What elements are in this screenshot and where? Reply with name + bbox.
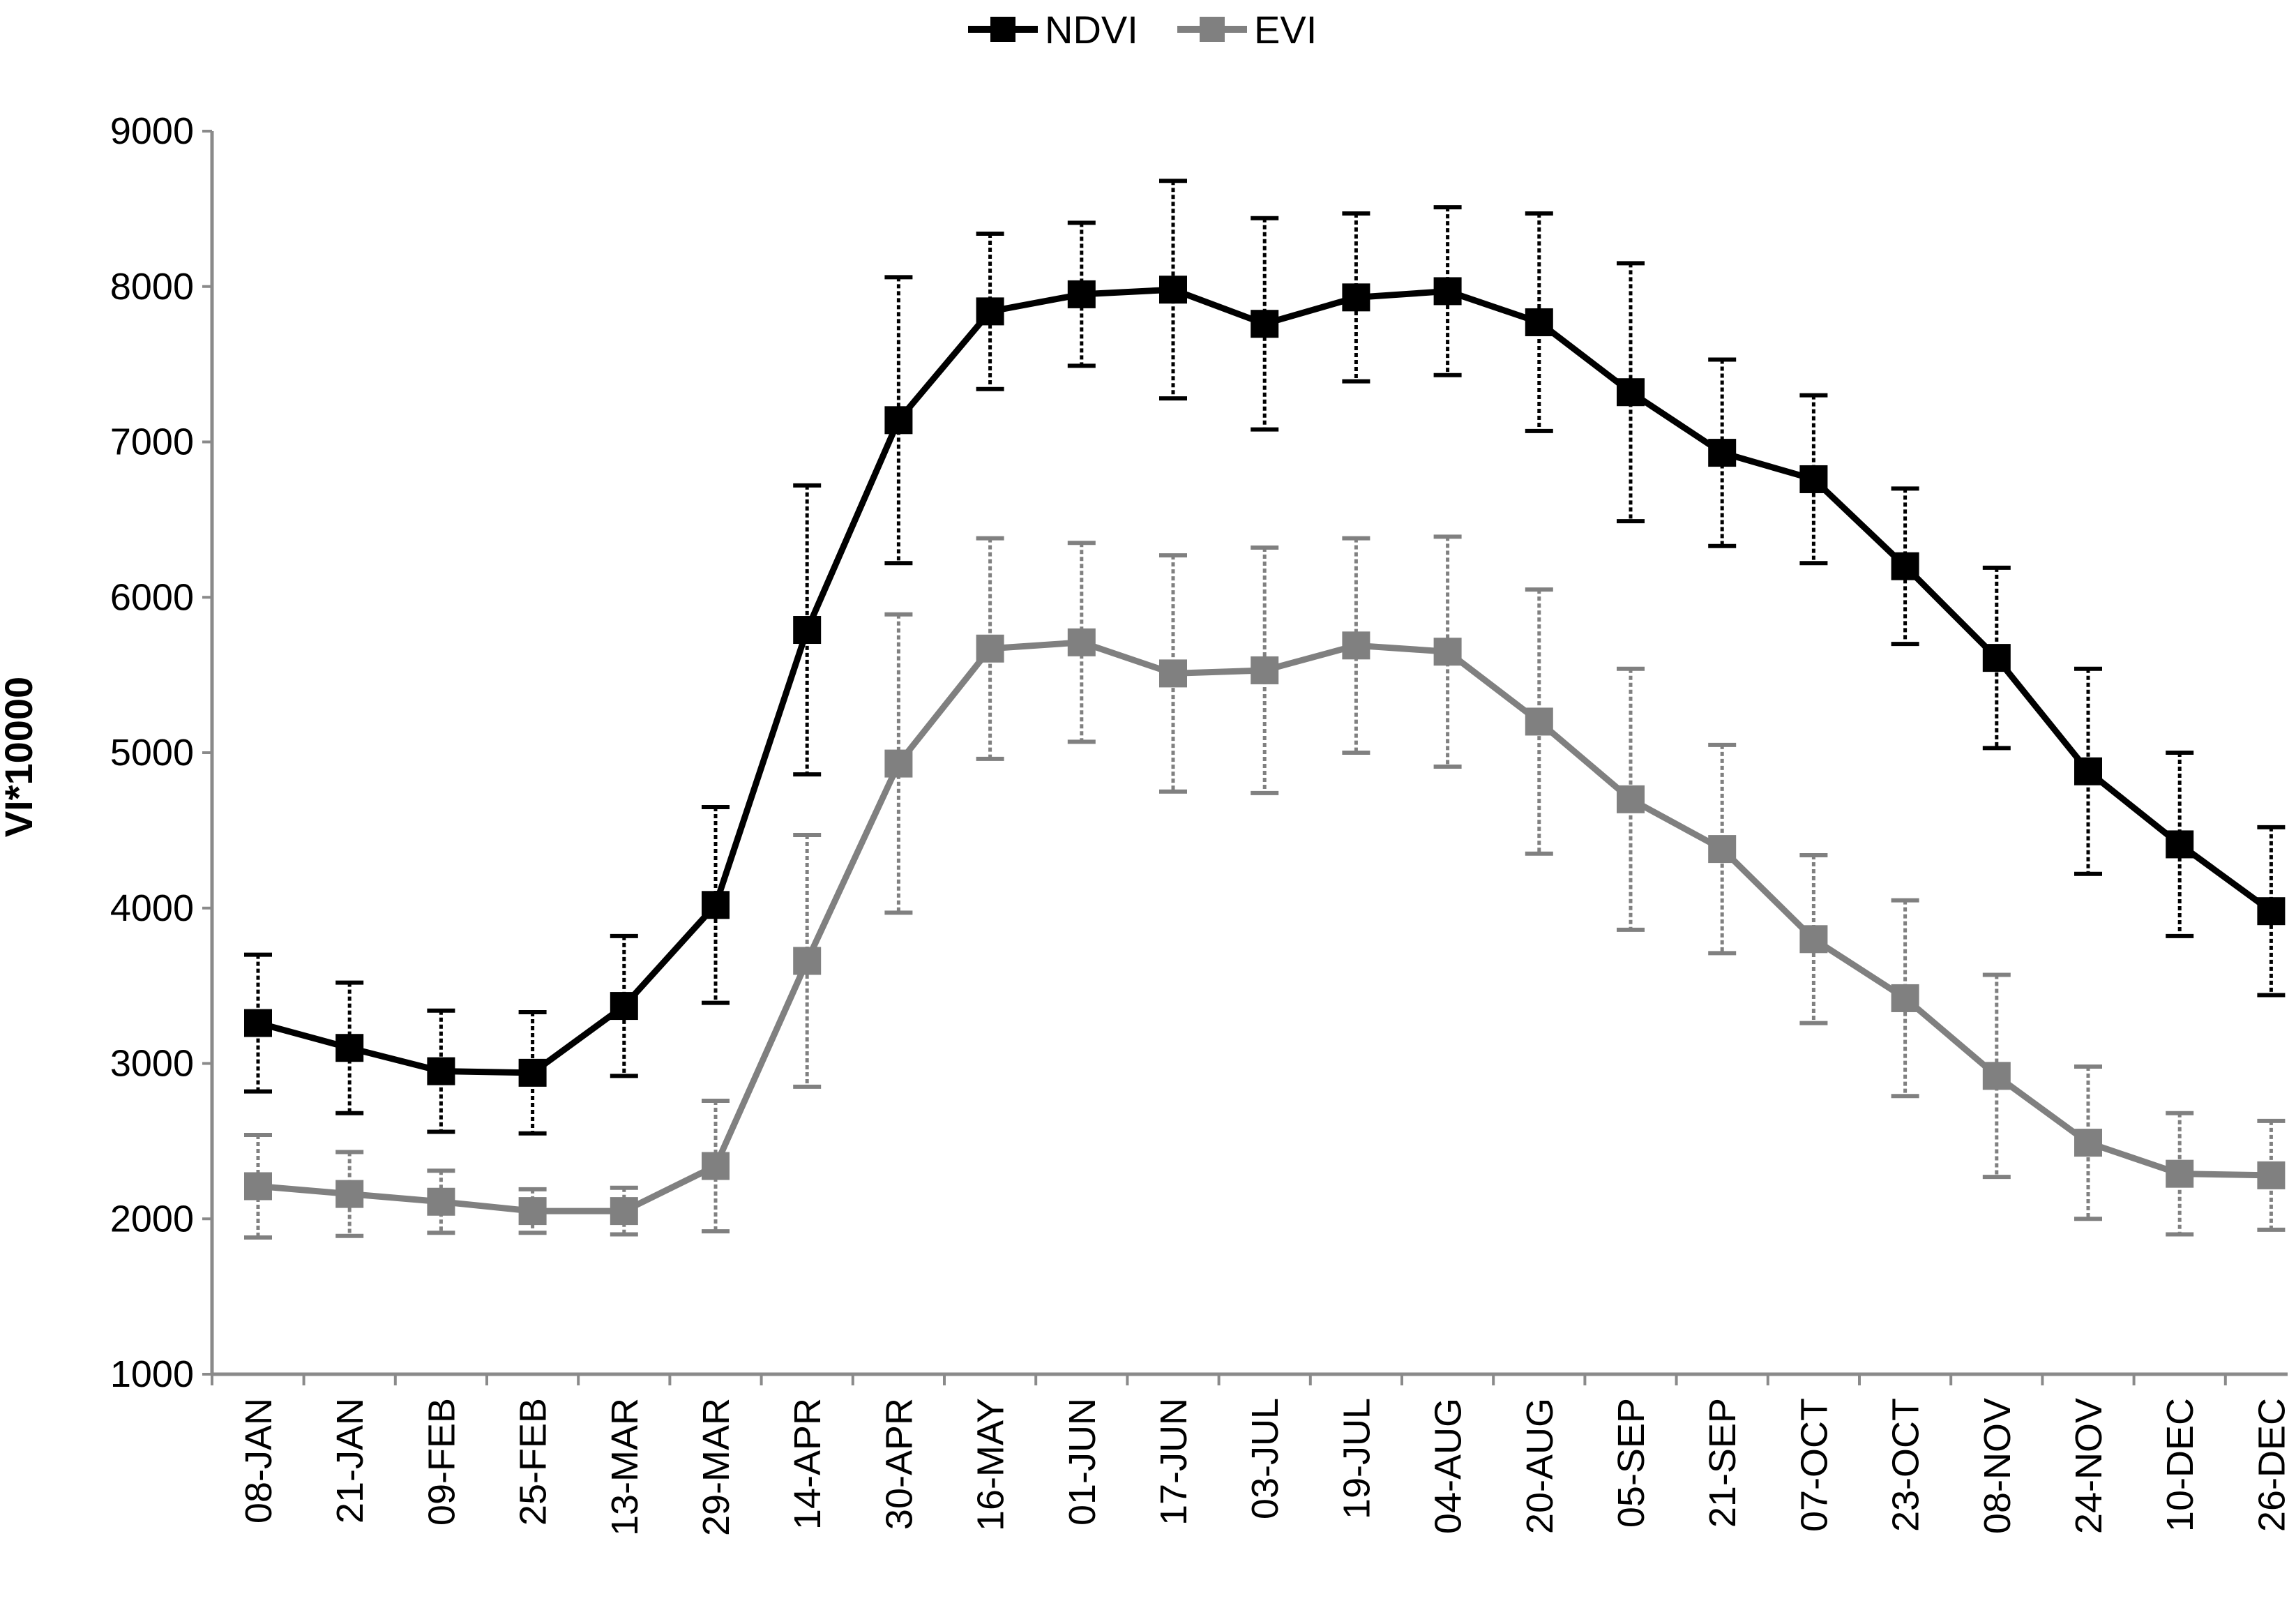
y-tick-label: 4000 <box>110 887 194 929</box>
x-tick-label: 21-JAN <box>329 1398 371 1524</box>
data-point-ndvi <box>1251 310 1279 338</box>
data-point-ndvi <box>793 616 822 645</box>
x-tick-label: 08-JAN <box>238 1398 280 1524</box>
data-point-ndvi <box>1525 308 1553 336</box>
data-point-ndvi <box>884 406 913 435</box>
data-point-evi <box>1617 785 1645 813</box>
data-point-ndvi <box>335 1034 364 1062</box>
x-tick-label: 08-NOV <box>1977 1398 2018 1534</box>
x-tick-label: 26-DEC <box>2251 1398 2293 1532</box>
data-point-evi <box>1433 638 1462 666</box>
x-tick-label: 10-DEC <box>2159 1398 2201 1532</box>
x-tick-label: 24-NOV <box>2068 1398 2110 1534</box>
y-tick-label: 7000 <box>110 421 194 463</box>
legend-marker-evi <box>1200 17 1225 42</box>
y-tick-label: 6000 <box>110 576 194 618</box>
data-point-evi <box>1891 984 1919 1012</box>
data-point-evi <box>1067 628 1096 656</box>
x-tick-label: 23-OCT <box>1885 1398 1927 1532</box>
data-point-evi <box>427 1187 455 1216</box>
data-point-evi <box>1708 835 1737 864</box>
x-tick-label: 29-MAR <box>695 1398 737 1536</box>
data-point-evi <box>2074 1129 2102 1157</box>
x-tick-label: 30-APR <box>878 1398 920 1530</box>
series-layer <box>244 179 2286 1240</box>
data-point-evi <box>1251 656 1279 684</box>
data-point-ndvi <box>610 992 638 1021</box>
x-tick-label: 20-AUG <box>1519 1398 1561 1534</box>
x-tick-label: 03-JUL <box>1244 1398 1286 1519</box>
legend-label-ndvi: NDVI <box>1045 8 1138 52</box>
legend-label-evi: EVI <box>1254 8 1317 52</box>
legend-marker-ndvi <box>990 17 1015 42</box>
data-point-ndvi <box>1617 378 1645 407</box>
data-point-ndvi <box>1708 439 1737 467</box>
data-point-ndvi <box>1799 465 1828 493</box>
x-axis-ticks: 08-JAN 21-JAN 09-FEB 25-FEB 13-MAR 29-MAR 14-A… <box>211 1374 2293 1536</box>
x-tick-label: 19-JUL <box>1336 1398 1377 1519</box>
series-evi <box>244 534 2286 1240</box>
data-point-evi <box>335 1180 364 1208</box>
data-point-ndvi <box>1433 277 1462 306</box>
data-point-ndvi <box>1982 644 2011 672</box>
y-tick-label: 3000 <box>110 1043 194 1085</box>
data-point-ndvi <box>976 297 1004 326</box>
series-line-evi <box>257 639 2272 1214</box>
x-tick-label: 14-APR <box>787 1398 829 1530</box>
data-point-evi <box>1982 1062 2011 1090</box>
data-point-evi <box>1159 659 1187 688</box>
y-tick-label: 9000 <box>110 110 194 152</box>
y-tick-label: 8000 <box>110 266 194 308</box>
y-tick-label: 5000 <box>110 732 194 774</box>
data-point-ndvi <box>1159 276 1187 304</box>
data-point-ndvi <box>702 891 730 919</box>
y-axis-ticks: 1000 2000 3000 4000 5000 6000 7000 8000 9000 <box>110 110 212 1395</box>
x-tick-label: 09-FEB <box>421 1398 462 1526</box>
data-point-evi <box>518 1197 547 1226</box>
data-point-ndvi <box>1067 280 1096 308</box>
data-point-ndvi <box>427 1057 455 1085</box>
x-tick-label: 16-MAY <box>970 1398 1012 1531</box>
y-tick-label: 1000 <box>110 1353 194 1395</box>
data-point-ndvi <box>1891 552 1919 580</box>
data-point-evi <box>2166 1159 2194 1188</box>
data-point-ndvi <box>244 1009 272 1037</box>
data-point-ndvi <box>2074 757 2102 785</box>
data-point-evi <box>976 634 1004 663</box>
data-point-evi <box>884 749 913 778</box>
y-axis-title: VI*10000 <box>0 677 40 837</box>
series-ndvi <box>244 179 2286 1136</box>
data-point-evi <box>610 1197 638 1226</box>
x-tick-label: 21-SEP <box>1702 1398 1744 1528</box>
data-point-evi <box>702 1152 730 1180</box>
data-point-evi <box>244 1172 272 1201</box>
x-tick-label: 25-FEB <box>513 1398 554 1526</box>
x-tick-label: 17-JUN <box>1153 1398 1195 1526</box>
data-point-evi <box>1342 631 1370 660</box>
x-tick-label: 13-MAR <box>604 1398 646 1536</box>
data-point-ndvi <box>518 1058 547 1087</box>
data-point-evi <box>2257 1161 2286 1189</box>
x-tick-label: 07-OCT <box>1793 1398 1835 1532</box>
data-point-ndvi <box>2166 830 2194 859</box>
data-point-evi <box>793 947 822 975</box>
data-point-ndvi <box>2257 897 2286 926</box>
x-tick-label: 01-JUN <box>1062 1398 1103 1526</box>
legend: NDVI EVI <box>968 8 1317 52</box>
y-tick-label: 2000 <box>110 1198 194 1240</box>
x-tick-label: 04-AUG <box>1428 1398 1470 1534</box>
data-point-evi <box>1525 707 1553 736</box>
data-point-ndvi <box>1342 283 1370 312</box>
x-tick-label: 05-SEP <box>1610 1398 1652 1528</box>
data-point-evi <box>1799 925 1828 954</box>
